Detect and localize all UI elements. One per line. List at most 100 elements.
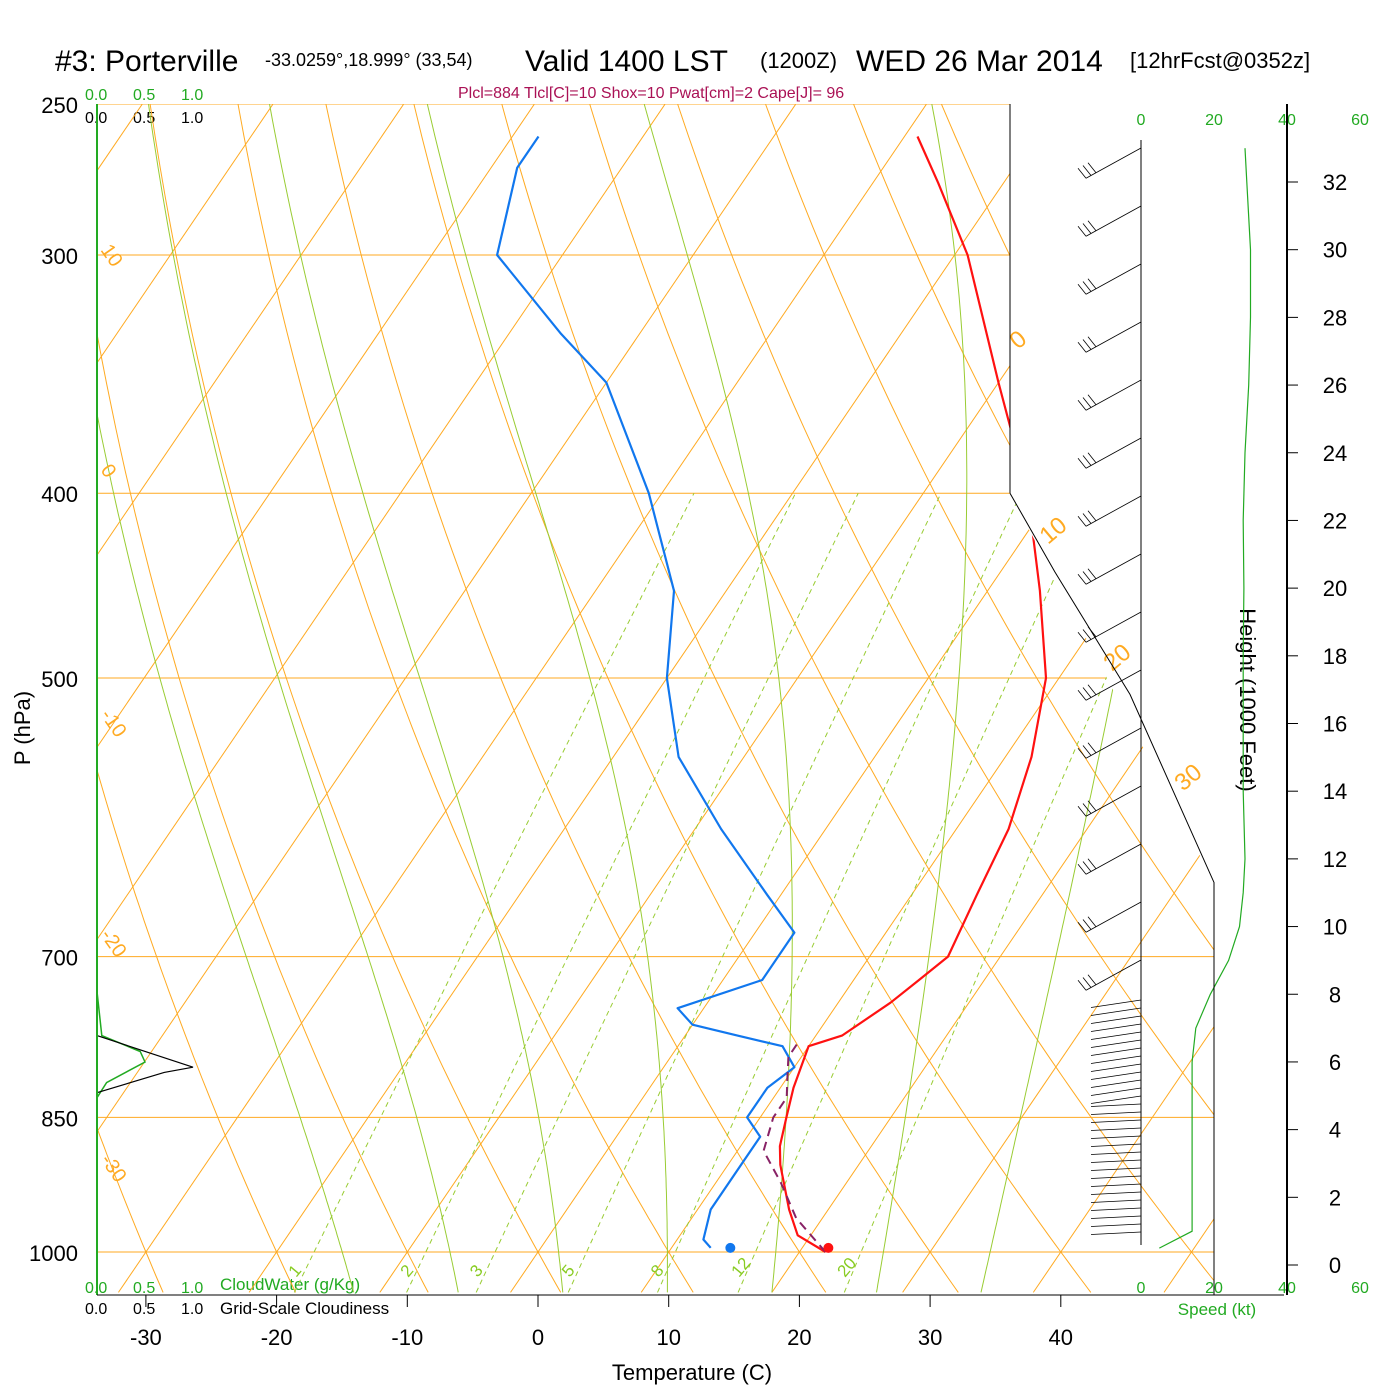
wind-barb-staff — [1085, 843, 1142, 875]
cloud-scale-top-green-0: 0.0 — [85, 87, 107, 104]
zulu-time: (1200Z) — [760, 48, 837, 73]
wind-barb — [1077, 611, 1142, 643]
wind-barb-flag — [1077, 400, 1087, 411]
adiabat-label: 20 — [1099, 639, 1137, 677]
wind-barb — [1090, 1223, 1142, 1227]
dry-adiabat — [97, 104, 297, 1293]
height-tick-label: 28 — [1323, 305, 1347, 330]
dry-adiabat — [318, 104, 827, 1293]
mixing-ratio-line — [475, 492, 859, 1293]
wind-barb-staff — [1085, 321, 1142, 353]
wind-barb — [1077, 785, 1142, 817]
wind-barb — [1090, 1023, 1142, 1032]
wind-barb-staff — [1090, 1183, 1142, 1187]
wind-barb-staff — [1090, 1207, 1142, 1211]
isotherm-line — [97, 104, 820, 1293]
x-axis-title: Temperature (C) — [612, 1360, 772, 1385]
wind-barb — [1090, 1215, 1142, 1219]
height-tick-label: 18 — [1323, 644, 1347, 669]
wind-barb-flag — [1087, 684, 1097, 695]
wind-barb-staff — [1090, 1135, 1142, 1139]
dry-adiabat — [405, 104, 959, 1293]
wind-barb-staff — [1090, 1087, 1142, 1096]
temp-tick-label: 30 — [918, 1325, 942, 1350]
cloud-scale-bottom-black-2: 1.0 — [181, 1301, 203, 1318]
wind-barb-staff — [1085, 959, 1142, 991]
pressure-tick-label-1000: 1000 — [29, 1241, 78, 1266]
moist-adiabat — [876, 104, 968, 1293]
height-tick-label: 2 — [1329, 1185, 1341, 1210]
mixing-ratio-line — [737, 492, 1094, 1293]
wind-barb-staff — [1090, 1175, 1142, 1179]
wind-barb — [1090, 1127, 1142, 1131]
mixing-ratio-label: 8 — [647, 1261, 668, 1280]
moist-adiabat — [419, 104, 668, 1293]
temp-tick-label: 0 — [532, 1325, 544, 1350]
wind-barb-flag — [1082, 803, 1092, 814]
wind-barb-flag — [1082, 281, 1092, 292]
wind-barb-staff — [1090, 1007, 1142, 1016]
wind-barb-flag — [1087, 858, 1097, 869]
isotherm-line — [0, 70, 35, 1292]
wind-barb-flag — [1082, 977, 1092, 988]
cloudwater-label: CloudWater (g/Kg) — [220, 1275, 360, 1294]
mixing-ratio-line — [843, 492, 1189, 1293]
speed-tick-top-3: 60 — [1351, 112, 1369, 129]
adiabat-label: 10 — [1035, 512, 1073, 550]
moist-adiabat — [263, 104, 564, 1293]
right-frame-bevel — [1009, 492, 1215, 1295]
wind-barb-staff — [1090, 999, 1142, 1008]
isotherm-line — [771, 104, 1214, 1293]
wind-barb — [1090, 1111, 1142, 1115]
wind-barb-staff — [1090, 1159, 1142, 1163]
mixing-ratio-label: 2 — [397, 1261, 418, 1280]
height-tick-label: 16 — [1323, 712, 1347, 737]
wind-barb-staff — [1085, 727, 1142, 759]
wind-barb — [1077, 379, 1142, 411]
isotherm-line — [640, 104, 1214, 1293]
pressure-tick-label-250: 250 — [41, 93, 78, 118]
wind-barb-staff — [1090, 1199, 1142, 1203]
height-tick-label: 10 — [1323, 915, 1347, 940]
station-title: #3: Porterville — [55, 45, 238, 78]
temp-tick-label: 40 — [1049, 1325, 1073, 1350]
wind-barb — [1090, 999, 1142, 1008]
dry-adiabat — [666, 104, 1214, 1293]
valid-date: WED 26 Mar 2014 — [856, 45, 1103, 78]
wind-barb — [1090, 1231, 1142, 1235]
isotherm-label: 10 — [96, 240, 127, 271]
wind-barb-staff — [1090, 1143, 1142, 1147]
wind-barb-staff — [1090, 1031, 1142, 1040]
wind-barb — [1077, 437, 1142, 469]
speed-label: Speed (kt) — [1178, 1300, 1256, 1319]
dry-adiabat — [839, 104, 1214, 1293]
height-tick-label: 26 — [1323, 373, 1347, 398]
dry-adiabat — [1187, 104, 1214, 1293]
temp-tick-label: -30 — [130, 1325, 162, 1350]
height-tick-label: 8 — [1329, 982, 1341, 1007]
wind-barb-staff — [1085, 379, 1142, 411]
height-tick-label: 4 — [1329, 1118, 1341, 1143]
wind-barb — [1077, 495, 1142, 527]
adiabat-label: 30 — [1170, 759, 1208, 797]
height-tick-label: 12 — [1323, 847, 1347, 872]
isotherm-line — [97, 104, 166, 1293]
wind-barb-staff — [1085, 669, 1142, 701]
wind-barb — [1090, 1151, 1142, 1155]
wind-barb-staff — [1085, 263, 1142, 295]
wind-barb — [1090, 1175, 1142, 1179]
wind-barb-flag — [1077, 748, 1087, 759]
temp-tick-label: 20 — [787, 1325, 811, 1350]
wind-barb — [1090, 1055, 1142, 1064]
moist-adiabat — [634, 104, 793, 1293]
wind-barb — [1077, 727, 1142, 759]
moist-adiabat — [97, 104, 355, 1293]
cloud-scale-top-green-1: 0.5 — [133, 87, 155, 104]
isotherm-line — [97, 104, 689, 1293]
height-tick-label: 6 — [1329, 1050, 1341, 1075]
wind-barb — [1077, 843, 1142, 875]
mixing-ratio-label: 20 — [833, 1254, 860, 1281]
wind-barb — [1090, 1039, 1142, 1048]
wind-barb-flag — [1077, 284, 1087, 295]
isotherm-label: -10 — [96, 705, 131, 741]
